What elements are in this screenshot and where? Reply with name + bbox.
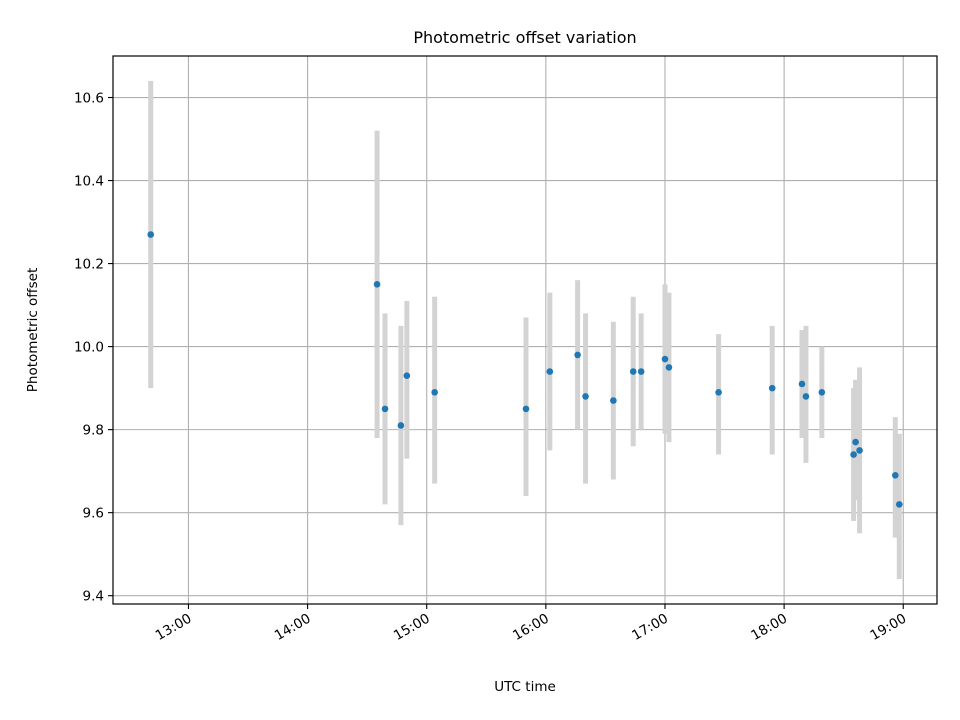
y-axis-ticks: 9.4 9.6 9.8 10.0 10.2 10.4 10.6 <box>74 91 113 605</box>
y-tick-label: 10.6 <box>74 91 104 107</box>
data-point <box>373 281 381 288</box>
data-point <box>856 447 863 454</box>
data-point <box>610 397 617 404</box>
y-tick-label: 10.2 <box>74 257 104 273</box>
y-tick-label: 10.4 <box>74 174 104 190</box>
data-point <box>818 388 826 396</box>
data-point <box>892 472 899 479</box>
data-point <box>546 368 554 375</box>
data-point <box>397 422 405 429</box>
data-point <box>802 393 810 400</box>
data-point <box>574 351 581 359</box>
data-point <box>768 384 776 392</box>
y-tick-label: 10.0 <box>74 340 104 356</box>
data-point <box>403 372 411 379</box>
data-point <box>661 355 669 363</box>
data-point <box>147 231 155 238</box>
data-point <box>665 364 673 371</box>
y-tick-label: 9.4 <box>83 589 104 605</box>
data-point <box>629 368 637 375</box>
data-point <box>431 388 438 396</box>
x-axis-label: UTC time <box>494 679 556 695</box>
data-point <box>895 501 903 508</box>
data-point <box>522 405 530 413</box>
data-point <box>850 451 857 458</box>
y-tick-label: 9.6 <box>83 506 104 522</box>
chart-title: Photometric offset variation <box>413 28 636 47</box>
data-point <box>582 393 589 400</box>
data-point <box>798 380 806 388</box>
data-points <box>147 231 903 508</box>
y-axis-label: Photometric offset <box>25 268 41 392</box>
y-tick-label: 9.8 <box>83 423 104 439</box>
plot-frame <box>112 55 938 605</box>
data-point <box>381 405 389 413</box>
data-point <box>637 368 645 375</box>
data-point <box>852 438 859 446</box>
data-point <box>715 388 722 396</box>
